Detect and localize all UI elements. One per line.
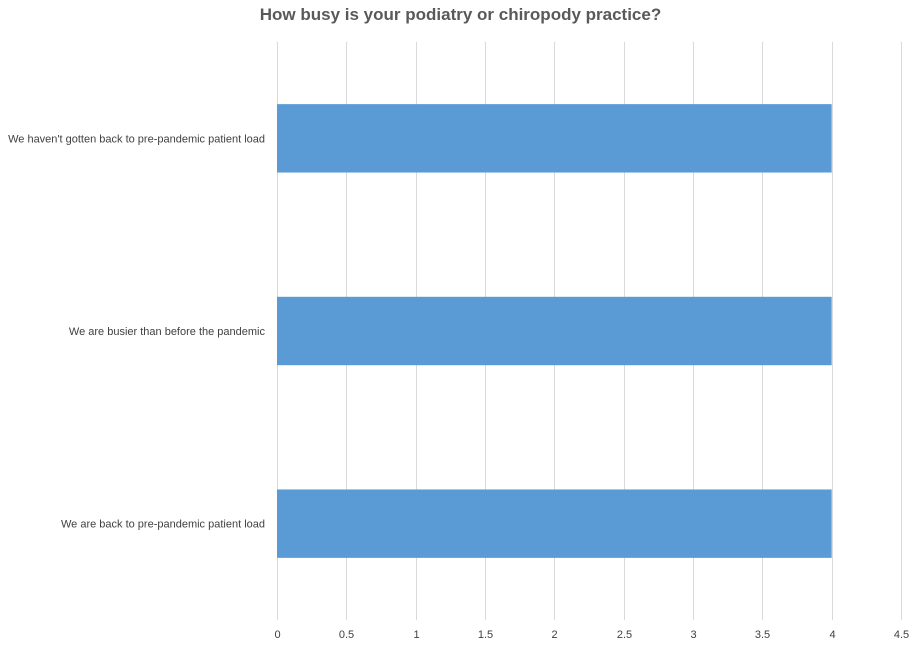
x-axis-ticks: 0 0.5 1 1.5 2 2.5 3 3.5 4 4.5	[274, 629, 909, 641]
x-tick-label: 4	[829, 629, 835, 641]
category-label: We haven't gotten back to pre-pandemic p…	[8, 133, 265, 145]
category-label: We are back to pre-pandemic patient load	[61, 519, 265, 531]
x-tick-label: 2	[551, 629, 557, 641]
x-tick-label: 1.5	[478, 629, 493, 641]
x-tick-label: 2.5	[617, 629, 632, 641]
category-label: We are busier than before the pandemic	[69, 326, 266, 338]
bars	[277, 104, 832, 558]
y-axis-categories: We haven't gotten back to pre-pandemic p…	[8, 133, 265, 530]
x-tick-label: 3.5	[755, 629, 770, 641]
chart-title: How busy is your podiatry or chiropody p…	[259, 5, 662, 24]
x-tick-label: 1	[413, 629, 419, 641]
bar-2	[277, 489, 832, 558]
x-tick-label: 3	[690, 629, 696, 641]
x-tick-label: 4.5	[894, 629, 909, 641]
x-tick-label: 0.5	[339, 629, 354, 641]
bar-0	[277, 104, 832, 173]
bar-1	[277, 296, 832, 366]
x-tick-label: 0	[274, 629, 280, 641]
